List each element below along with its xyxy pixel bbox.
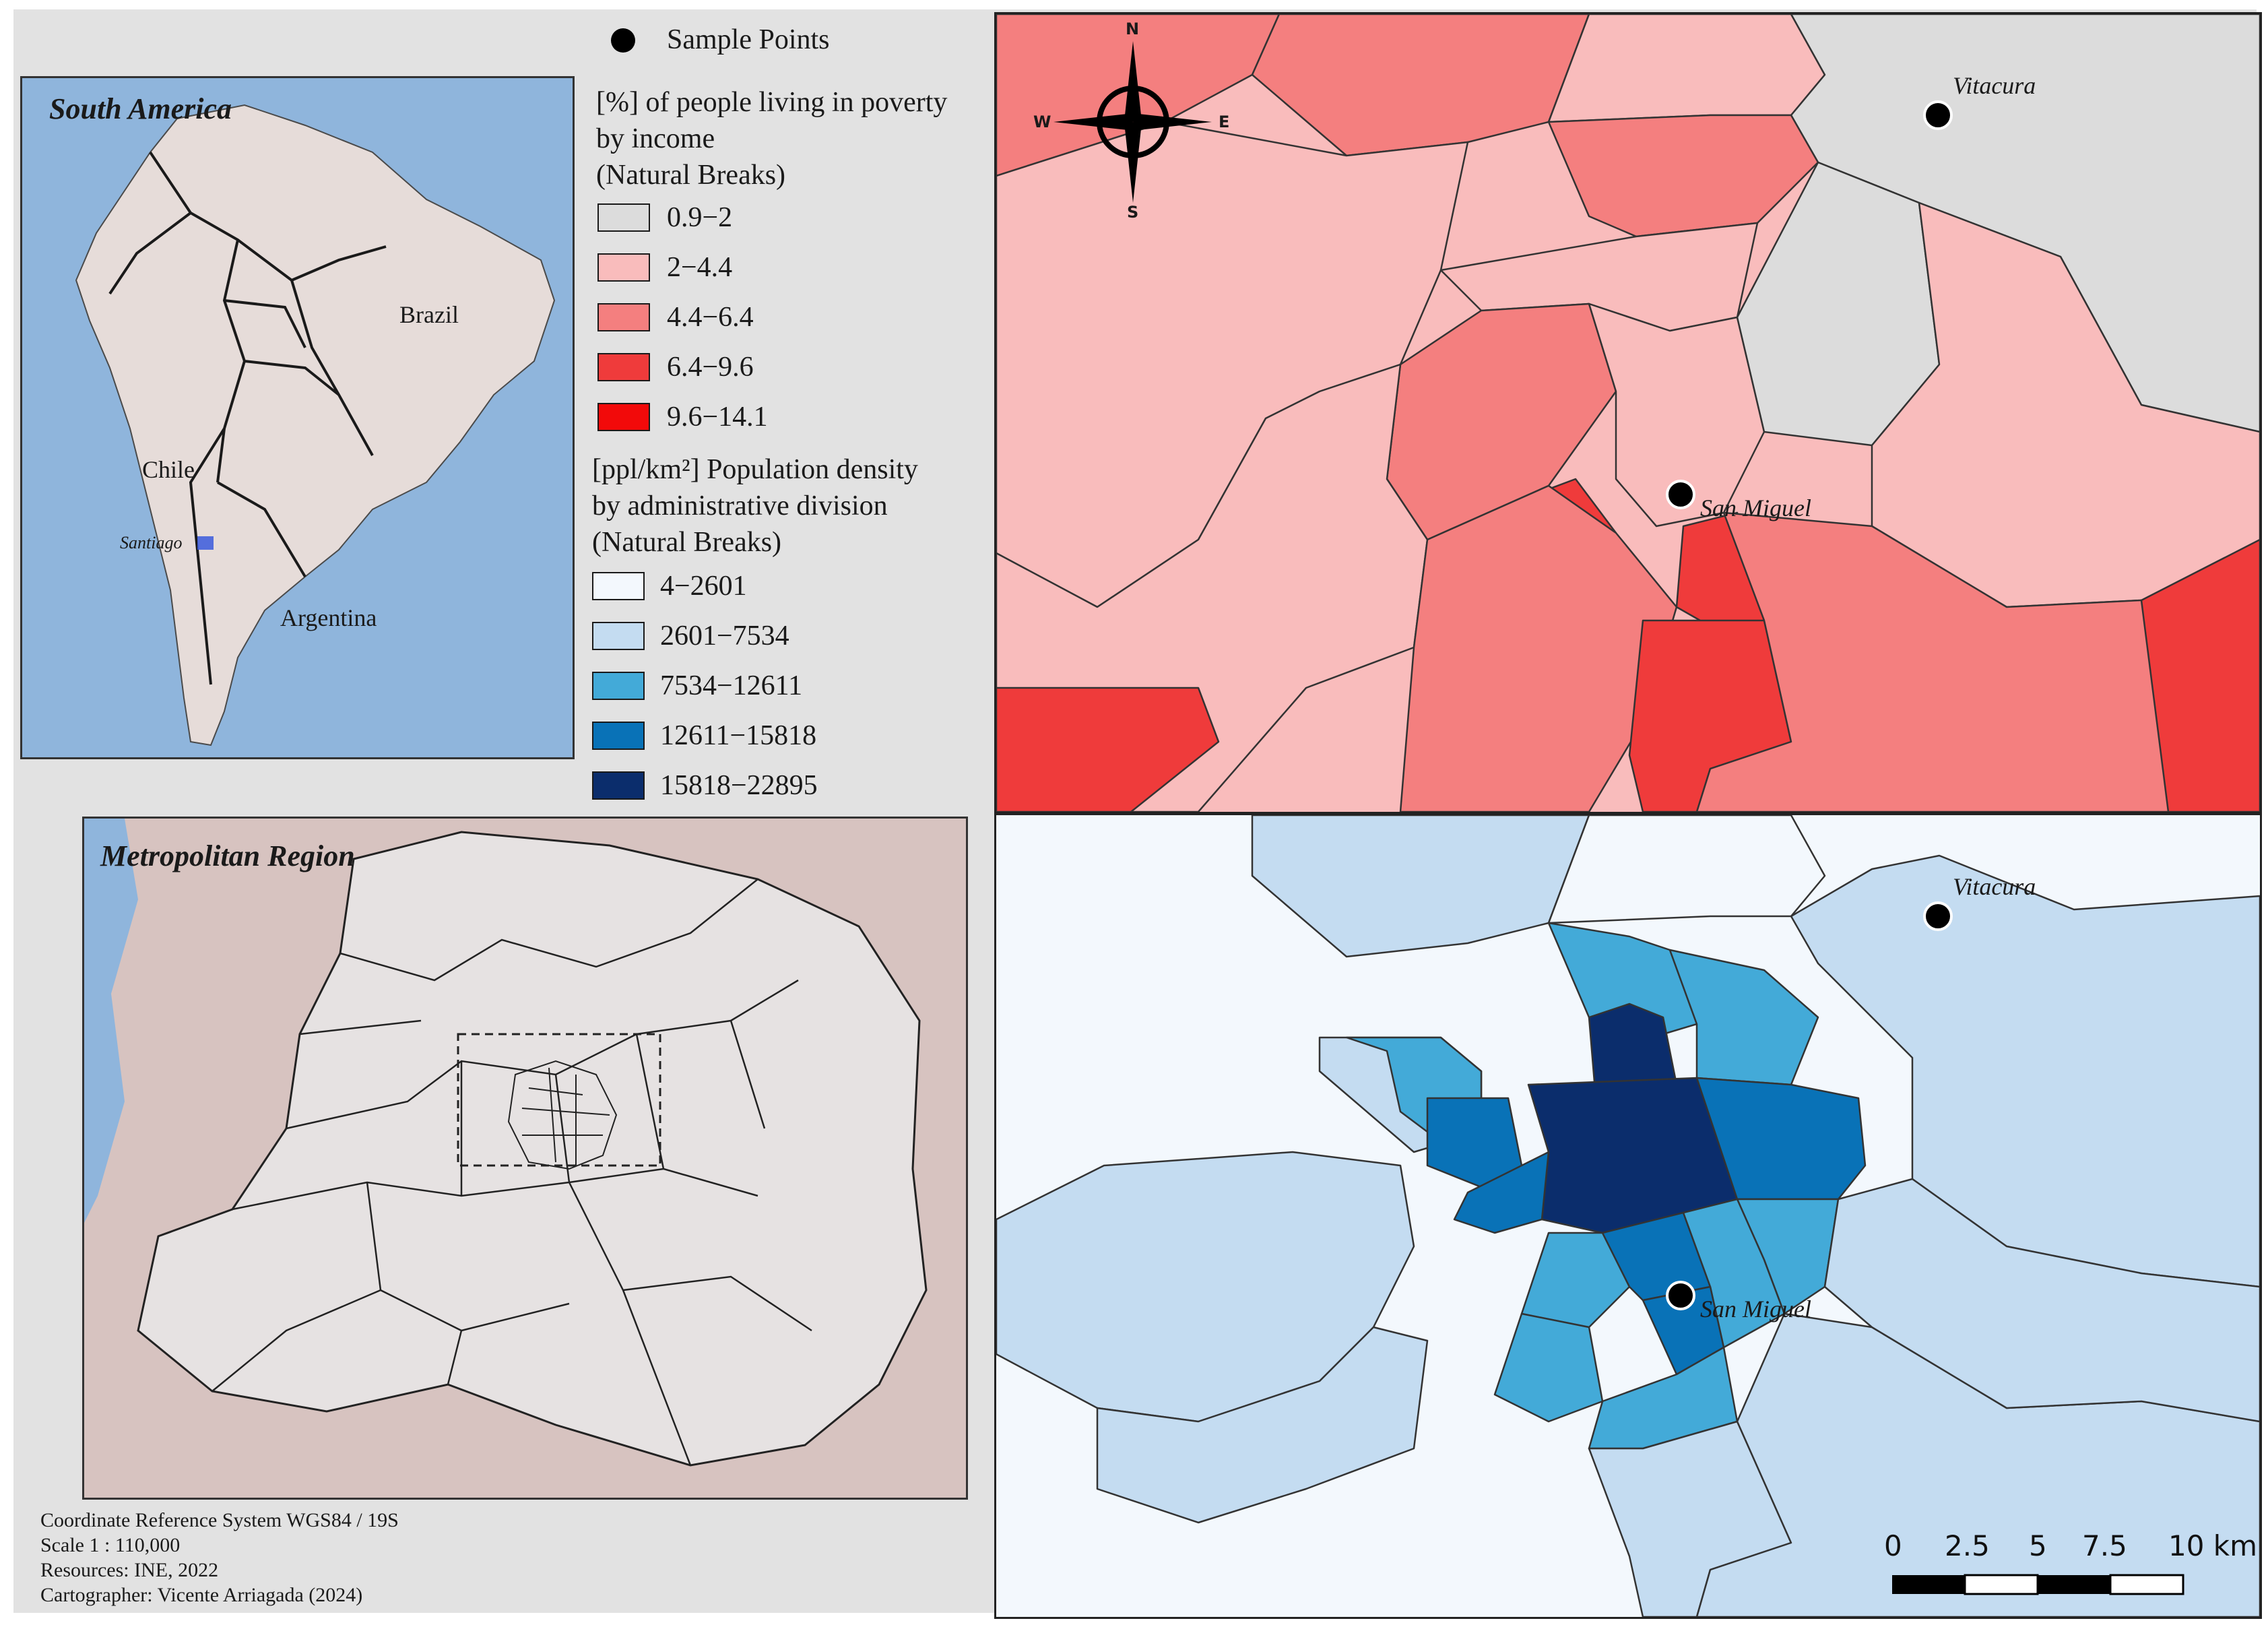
district-sw-red — [996, 687, 1220, 812]
poverty-title-line-1: [%] of people living in poverty — [596, 87, 948, 118]
district-ne-top — [1547, 14, 1826, 123]
map-credits: Coordinate Reference System WGS84 / 19S … — [40, 1508, 399, 1607]
district-ne-top — [1547, 815, 1826, 924]
density-title-line-3: (Natural Breaks) — [592, 527, 782, 558]
compass-s: S — [1127, 203, 1139, 222]
ocean — [84, 819, 138, 1223]
sample-points — [1666, 100, 1953, 509]
south-america-inset: South America Brazil Chile Argentina San… — [20, 76, 575, 759]
brazil-label: Brazil — [399, 301, 459, 328]
density-class-5: 15818−22895 — [660, 770, 818, 801]
sample-point-vitacura — [1923, 100, 1953, 130]
south-america-landmass — [75, 104, 556, 746]
poverty-swatch-4 — [597, 353, 650, 381]
district-south-teal-3 — [1493, 1312, 1604, 1423]
cartographer-note: Cartographer: Vicente Arriagada (2024) — [40, 1584, 363, 1606]
santiago-label: Santiago — [120, 533, 183, 552]
san-miguel-label-bottom: San Miguel — [1700, 1296, 1811, 1322]
district-center-west-blue — [1453, 1151, 1550, 1234]
south-america-title: South America — [49, 92, 232, 125]
district-south-east — [1695, 511, 2260, 812]
density-title-line-1: [ppl/km²] Population density — [592, 454, 918, 485]
poverty-swatch-1 — [597, 203, 650, 232]
poverty-class-5: 9.6−14.1 — [667, 402, 768, 433]
chile-label: Chile — [142, 456, 195, 483]
scale-note: Scale 1 : 110,000 — [40, 1534, 181, 1556]
argentina-label: Argentina — [280, 604, 377, 631]
country-borders — [108, 151, 387, 685]
resources-note: Resources: INE, 2022 — [40, 1559, 219, 1581]
sample-point-san-miguel — [1666, 1281, 1695, 1310]
commune-borders — [212, 879, 812, 1466]
sample-points-label: Sample Points — [667, 24, 830, 55]
metropolitan-region-map — [84, 819, 966, 1498]
north-arrow — [1054, 41, 1212, 203]
density-swatch-5 — [592, 771, 645, 800]
sample-point-symbol — [611, 28, 635, 53]
san-miguel-label-top: San Miguel — [1700, 495, 1811, 521]
density-map: Vitacura San Miguel 0 2.5 5 7.5 10 km — [994, 813, 2262, 1619]
scale-tick-1: 2.5 — [1945, 1529, 1990, 1562]
poverty-swatch-5 — [597, 403, 650, 431]
poverty-class-1: 0.9−2 — [667, 202, 733, 233]
district-east — [1823, 1178, 2260, 1423]
poverty-class-2: 2−4.4 — [667, 252, 733, 283]
sample-point-san-miguel — [1666, 480, 1695, 509]
density-swatch-3 — [592, 672, 645, 700]
sample-point-vitacura — [1923, 901, 1953, 931]
poverty-title-line-2: by income — [596, 123, 715, 154]
scale-tick-2: 5 — [2029, 1529, 2047, 1562]
crs-note: Coordinate Reference System WGS84 / 19S — [40, 1509, 399, 1531]
metropolitan-title: Metropolitan Region — [100, 839, 355, 872]
density-class-3: 7534−12611 — [660, 670, 803, 701]
density-choropleth — [996, 815, 2260, 1617]
density-title-line-2: by administrative division — [592, 490, 888, 521]
poverty-class-4: 6.4−9.6 — [667, 352, 754, 383]
density-swatch-4 — [592, 722, 645, 750]
sample-points — [1666, 901, 1953, 1310]
scale-tick-4: 10 km — [2168, 1529, 2258, 1562]
district-center-north — [1547, 114, 1819, 238]
density-swatch-1 — [592, 572, 645, 600]
district-east-red — [2140, 538, 2260, 812]
vitacura-label-bottom: Vitacura — [1953, 873, 2036, 900]
poverty-title-line-3: (Natural Breaks) — [596, 160, 786, 191]
scale-tick-3: 7.5 — [2082, 1529, 2127, 1562]
compass-e: E — [1219, 113, 1230, 131]
density-class-1: 4−2601 — [660, 571, 747, 602]
metropolitan-region-inset: Metropolitan Region — [82, 817, 968, 1500]
region-outline — [137, 831, 928, 1467]
district-south-teal-1 — [1520, 1232, 1631, 1329]
district-sw — [1096, 1326, 1429, 1524]
study-area-frame — [457, 1033, 661, 1167]
urban-area-borders — [507, 1060, 618, 1170]
density-class-4: 12611−15818 — [660, 720, 817, 751]
vitacura-label-top: Vitacura — [1953, 72, 2036, 99]
south-america-map — [75, 104, 556, 746]
poverty-class-3: 4.4−6.4 — [667, 302, 754, 333]
poverty-choropleth — [996, 14, 2260, 812]
density-swatch-2 — [592, 622, 645, 650]
density-class-2: 2601−7534 — [660, 620, 789, 651]
compass-n: N — [1126, 20, 1140, 38]
poverty-swatch-2 — [597, 253, 650, 282]
district-nw-top — [1251, 815, 1590, 958]
district-n-top — [1251, 14, 1590, 157]
poverty-swatch-3 — [597, 303, 650, 331]
poverty-map: Vitacura San Miguel N S W E — [994, 12, 2262, 814]
compass-w: W — [1033, 113, 1051, 131]
santiago-marker — [197, 536, 214, 550]
scale-bar — [1892, 1574, 2184, 1595]
scale-tick-0: 0 — [1884, 1529, 1902, 1562]
